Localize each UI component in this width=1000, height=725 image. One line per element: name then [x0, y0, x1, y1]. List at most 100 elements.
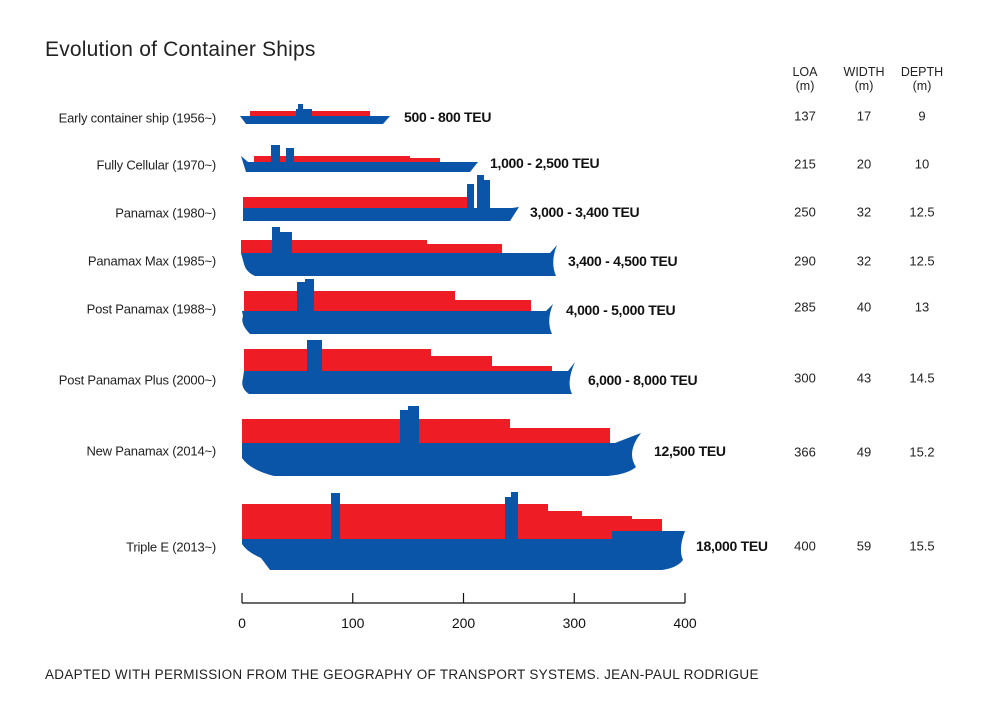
- ship-bridge: [307, 340, 322, 371]
- ship-triple-e: [242, 492, 685, 570]
- width-value: 43: [856, 370, 872, 386]
- capacity-label: 1,000 - 2,500 TEU: [490, 155, 600, 171]
- container-stack: [431, 356, 492, 371]
- capacity-label: 3,000 - 3,400 TEU: [530, 204, 640, 220]
- loa-value: 300: [794, 370, 816, 386]
- container-stack: [510, 428, 610, 443]
- ship-hull: [241, 245, 557, 276]
- ship-label: New Panamax (2014~): [86, 443, 216, 459]
- ship-hull: [242, 531, 685, 570]
- container-stack: [632, 519, 662, 531]
- ship-new-panamax: [242, 406, 641, 476]
- ship-label: Fully Cellular (1970~): [96, 157, 216, 173]
- ship-label: Early container ship (1956~): [58, 110, 217, 126]
- ship-label: Panamax (1980~): [115, 205, 216, 221]
- x-tick-label: 100: [341, 615, 365, 631]
- column-header-label: DEPTH: [900, 65, 944, 79]
- container-stack: [244, 291, 455, 311]
- column-header-width: WIDTH (m): [834, 65, 894, 93]
- depth-value: 12.5: [909, 253, 935, 269]
- ship-panamax: [243, 175, 519, 221]
- loa-value: 215: [794, 156, 816, 172]
- column-header-unit: (m): [912, 79, 932, 93]
- loa-value: 366: [794, 444, 816, 460]
- ship-bridge: [272, 227, 280, 253]
- loa-value: 400: [794, 538, 816, 554]
- width-value: 32: [856, 253, 872, 269]
- ship-bridge: [280, 232, 292, 253]
- capacity-label: 6,000 - 8,000 TEU: [588, 372, 698, 388]
- ship-label: Triple E (2013~): [126, 539, 216, 555]
- ship-panamax-max: [241, 227, 557, 276]
- container-stack: [254, 156, 410, 162]
- width-value: 59: [856, 538, 872, 554]
- depth-value: 10: [914, 156, 930, 172]
- ship-bridge: [286, 148, 294, 162]
- x-axis: 0 100 200 300 400: [238, 593, 697, 631]
- ship-post-panamax: [242, 279, 553, 334]
- width-value: 32: [856, 204, 872, 220]
- width-value: 20: [856, 156, 872, 172]
- ship-bridge: [296, 109, 312, 117]
- ship-hull: [242, 304, 553, 334]
- container-stack: [455, 300, 531, 311]
- width-value: 49: [856, 444, 872, 460]
- capacity-label: 12,500 TEU: [654, 443, 726, 459]
- x-tick-label: 200: [452, 615, 476, 631]
- loa-value: 250: [794, 204, 816, 220]
- container-stack: [243, 197, 467, 208]
- ship-hull: [243, 207, 519, 221]
- x-tick-label: 400: [673, 615, 697, 631]
- source-footer: ADAPTED WITH PERMISSION FROM THE GEOGRAP…: [45, 667, 759, 682]
- column-header-unit: (m): [795, 79, 815, 93]
- capacity-label: 4,000 - 5,000 TEU: [566, 302, 676, 318]
- ship-hull: [242, 433, 641, 476]
- chart-title: Evolution of Container Ships: [45, 38, 316, 61]
- ship-bridge: [511, 492, 518, 539]
- column-header-depth: DEPTH (m): [892, 65, 952, 93]
- ship-bridge: [477, 175, 484, 208]
- capacity-label: 3,400 - 4,500 TEU: [568, 253, 678, 269]
- x-tick-label: 0: [238, 615, 246, 631]
- capacity-label: 18,000 TEU: [696, 538, 768, 554]
- ship-hull: [240, 116, 390, 124]
- container-stack: [410, 158, 440, 162]
- loa-value: 285: [794, 299, 816, 315]
- ship-post-panamax-plus: [242, 340, 575, 394]
- depth-value: 14.5: [909, 370, 935, 386]
- loa-value: 137: [794, 108, 816, 124]
- ship-bridge: [408, 406, 419, 443]
- loa-value: 290: [794, 253, 816, 269]
- ship-bridge: [331, 493, 340, 539]
- container-stack: [242, 419, 510, 443]
- capacity-label: 500 - 800 TEU: [404, 109, 492, 125]
- x-tick-label: 300: [563, 615, 587, 631]
- column-header-label: LOA: [792, 65, 818, 79]
- column-header-unit: (m): [854, 79, 874, 93]
- ship-bridge: [297, 282, 305, 311]
- container-stack: [244, 349, 431, 371]
- depth-value: 9: [918, 108, 926, 124]
- container-stack: [241, 240, 427, 253]
- ship-fully-cellular: [241, 145, 478, 172]
- ship-early-container: [240, 104, 390, 124]
- ship-bridge: [271, 145, 280, 162]
- depth-value: 12.5: [909, 204, 935, 220]
- depth-value: 13: [914, 299, 930, 315]
- container-stack: [492, 366, 552, 371]
- depth-value: 15.2: [909, 444, 935, 460]
- width-value: 17: [856, 108, 872, 124]
- depth-value: 15.5: [909, 538, 935, 554]
- ship-label: Panamax Max (1985~): [87, 253, 216, 269]
- ship-bridge: [484, 180, 490, 208]
- ship-hull: [242, 362, 575, 394]
- ship-bridge: [505, 497, 511, 539]
- ship-bridge: [467, 184, 474, 208]
- column-header-loa: LOA (m): [775, 65, 835, 93]
- container-stack: [427, 244, 502, 253]
- ship-hull: [241, 156, 478, 172]
- container-stack: [548, 511, 582, 539]
- width-value: 40: [856, 299, 872, 315]
